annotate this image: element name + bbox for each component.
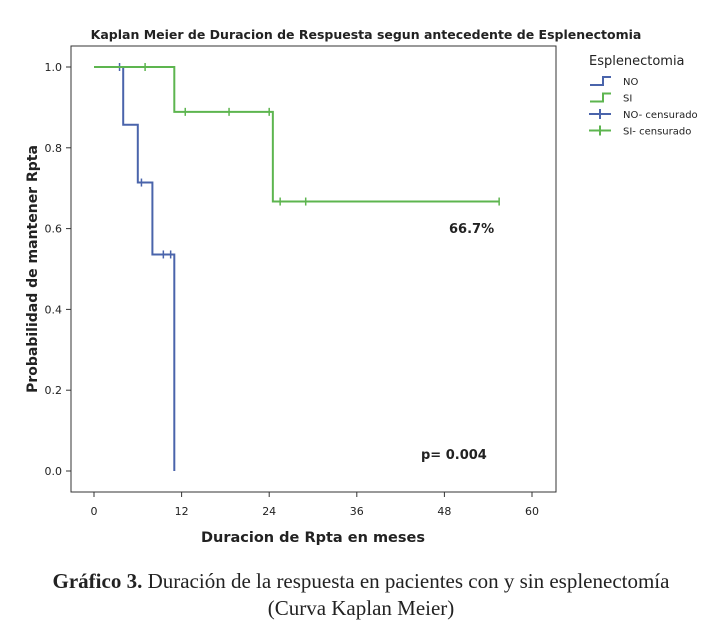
x-tick-label: 12 xyxy=(175,505,189,518)
series-line-no xyxy=(94,66,176,471)
y-tick-label: 0.0 xyxy=(45,465,63,478)
legend-label: SI- censurado xyxy=(623,127,691,138)
caption-text: Duración de la respuesta en pacientes co… xyxy=(142,569,670,620)
axes: 0 12 24 36 48 60 0.0 0.2 0.4 0.6 0.8 1.0 xyxy=(45,61,540,518)
x-tick-label: 60 xyxy=(525,505,539,518)
figure-caption: Gráfico 3. Duración de la respuesta en p… xyxy=(40,568,682,622)
y-tick-label: 0.6 xyxy=(45,223,63,236)
series-layer xyxy=(94,63,500,471)
legend-step-icon xyxy=(590,92,611,103)
legend-label: SI xyxy=(623,94,632,105)
chart-title: Kaplan Meier de Duracion de Respuesta se… xyxy=(91,27,642,42)
x-tick-label: 24 xyxy=(262,505,276,518)
annotation-percentage: 66.7% xyxy=(449,222,494,237)
caption-label: Gráfico 3. xyxy=(52,569,143,593)
series-line-si xyxy=(94,66,500,203)
plot-frame xyxy=(70,45,557,493)
x-tick-label: 48 xyxy=(437,505,451,518)
legend-items: NO SI NO- censurado SI- censurado xyxy=(589,76,698,138)
y-tick-label: 0.2 xyxy=(45,384,63,397)
legend: Esplenectomia NO SI NO- censurado SI- censu… xyxy=(589,54,698,138)
legend-label: NO- censurado xyxy=(623,110,698,121)
y-tick-label: 1.0 xyxy=(45,61,63,74)
x-tick-label: 36 xyxy=(350,505,364,518)
x-axis-label: Duracion de Rpta en meses xyxy=(201,530,425,546)
x-tick-label: 0 xyxy=(91,505,98,518)
legend-label: NO xyxy=(623,77,638,88)
legend-title: Esplenectomia xyxy=(589,54,685,69)
annotation-p-value: p= 0.004 xyxy=(421,448,487,463)
y-tick-label: 0.4 xyxy=(45,303,63,316)
legend-step-icon xyxy=(590,76,611,86)
y-axis-label: Probabilidad de mantener Rpta xyxy=(25,145,41,393)
kaplan-meier-chart: Kaplan Meier de Duracion de Respuesta se… xyxy=(25,27,698,546)
y-tick-label: 0.8 xyxy=(45,142,63,155)
